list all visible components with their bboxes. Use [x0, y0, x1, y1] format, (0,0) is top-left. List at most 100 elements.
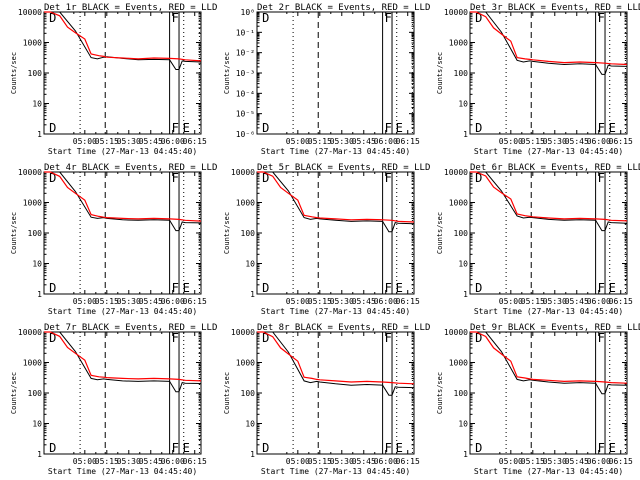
panel-det-3: Det 3r BLACK = Events, RED = LLD 1 10 100 10…	[436, 3, 640, 156]
x-axis-label: Start Time (27-Mar-13 04:45:40)	[261, 467, 410, 476]
x-axis-label: Start Time (27-Mar-13 04:45:40)	[474, 147, 623, 156]
x-tick-label: 06:00	[587, 137, 611, 146]
marker-f: F	[598, 281, 605, 295]
x-tick-label: 06:15	[183, 457, 207, 466]
x-tick-label: 05:45	[139, 457, 163, 466]
x-tick-label: 05:00	[73, 457, 97, 466]
x-tick-label: 05:45	[139, 137, 163, 146]
y-tick-label: 1	[250, 290, 255, 299]
y-tick-label: 1000	[23, 39, 42, 48]
y-tick-label: 1	[463, 450, 468, 459]
marker-d: D	[49, 121, 56, 135]
marker-f: F	[385, 331, 392, 345]
x-tick-label: 05:15	[308, 297, 332, 306]
panel-det-7: Det 7r BLACK = Events, RED = LLD 1 10 100 10…	[10, 323, 217, 476]
plot-frame	[256, 11, 415, 135]
panel-title: Det 4r BLACK = Events, RED = LLD	[44, 163, 217, 173]
y-tick-label: 10000	[18, 328, 42, 337]
x-tick-label: 05:15	[95, 457, 119, 466]
series-lld-line	[470, 11, 628, 66]
y-axis-label: Counts/sec	[10, 52, 18, 94]
y-tick-label: 1	[463, 130, 468, 139]
marker-d: D	[49, 331, 56, 345]
y-tick-label: 10	[32, 420, 42, 429]
marker-e: E	[609, 281, 616, 295]
y-axis-label: Counts/sec	[10, 212, 18, 254]
x-tick-label: 05:30	[330, 457, 354, 466]
y-tick-label: 10000	[18, 168, 42, 177]
x-tick-label: 06:15	[183, 137, 207, 146]
marker-f: F	[598, 171, 605, 185]
panel-det-9: Det 9r BLACK = Events, RED = LLD 1 10 100 10…	[436, 323, 640, 476]
marker-d: D	[262, 281, 269, 295]
x-tick-label: 06:00	[374, 137, 398, 146]
y-tick-label: 1000	[23, 199, 42, 208]
y-tick-label: 10000	[18, 8, 42, 17]
y-tick-label: 1000	[449, 359, 468, 368]
x-tick-label: 05:45	[565, 297, 589, 306]
x-tick-label: 05:00	[286, 137, 310, 146]
x-tick-label: 06:15	[183, 297, 207, 306]
x-tick-label: 05:00	[286, 457, 310, 466]
y-tick-label: 100	[454, 69, 469, 78]
y-axis-label: Counts/sec	[223, 52, 231, 94]
series-events-line	[470, 11, 628, 75]
y-tick-label: 100	[28, 389, 43, 398]
x-tick-label: 06:15	[609, 457, 633, 466]
panel-title: Det 6r BLACK = Events, RED = LLD	[470, 163, 640, 173]
y-tick-label: 10⁻⁵	[236, 110, 255, 119]
y-tick-label: 1000	[449, 39, 468, 48]
series-lld-line	[470, 171, 628, 222]
series-events-line	[257, 331, 415, 396]
marker-f: F	[172, 331, 179, 345]
marker-f: F	[385, 281, 392, 295]
x-axis-label: Start Time (27-Mar-13 04:45:40)	[261, 307, 410, 316]
y-tick-label: 10	[458, 420, 468, 429]
panel-det-2: Det 2r BLACK = Events, RED = LLD 10⁻⁶ 10⁻⁵…	[223, 3, 430, 156]
y-tick-label: 100	[454, 389, 469, 398]
panel-title: Det 9r BLACK = Events, RED = LLD	[470, 323, 640, 333]
x-axis-label: Start Time (27-Mar-13 04:45:40)	[48, 467, 197, 476]
x-tick-label: 06:00	[161, 137, 185, 146]
y-tick-label: 10	[245, 420, 255, 429]
x-tick-label: 06:00	[587, 297, 611, 306]
plot-frame	[469, 331, 628, 455]
marker-d: D	[262, 441, 269, 455]
marker-f: F	[385, 11, 392, 25]
x-tick-label: 05:30	[330, 297, 354, 306]
x-tick-label: 05:30	[117, 137, 141, 146]
marker-d: D	[475, 171, 482, 185]
y-axis-label: Counts/sec	[436, 372, 444, 414]
marker-d: D	[475, 331, 482, 345]
series-lld-line	[44, 11, 202, 62]
y-tick-label: 10	[32, 100, 42, 109]
plot-frame	[43, 331, 202, 455]
x-tick-label: 05:15	[308, 457, 332, 466]
marker-e: E	[396, 441, 403, 455]
x-tick-label: 05:15	[521, 457, 545, 466]
panel-title: Det 8r BLACK = Events, RED = LLD	[257, 323, 430, 333]
y-tick-label: 1	[37, 130, 42, 139]
marker-d: D	[475, 441, 482, 455]
y-tick-label: 10⁻⁴	[236, 89, 255, 98]
x-tick-label: 05:00	[73, 297, 97, 306]
y-tick-label: 1000	[23, 359, 42, 368]
x-tick-label: 05:45	[352, 137, 376, 146]
plot-frame	[469, 11, 628, 135]
y-axis-label: Counts/sec	[436, 212, 444, 254]
y-tick-label: 1000	[449, 199, 468, 208]
y-tick-label: 10000	[231, 168, 255, 177]
x-tick-label: 06:15	[609, 137, 633, 146]
y-axis-label: Counts/sec	[10, 372, 18, 414]
marker-f: F	[172, 441, 179, 455]
series-lld-line	[44, 331, 202, 382]
y-tick-label: 100	[241, 389, 256, 398]
series-events-line	[470, 331, 628, 395]
marker-e: E	[183, 281, 190, 295]
panel-title: Det 5r BLACK = Events, RED = LLD	[257, 163, 430, 173]
x-tick-label: 06:00	[161, 297, 185, 306]
panel-det-4: Det 4r BLACK = Events, RED = LLD 1 10 100 10…	[10, 163, 217, 316]
series-lld-line	[44, 171, 202, 222]
marker-f: F	[172, 121, 179, 135]
